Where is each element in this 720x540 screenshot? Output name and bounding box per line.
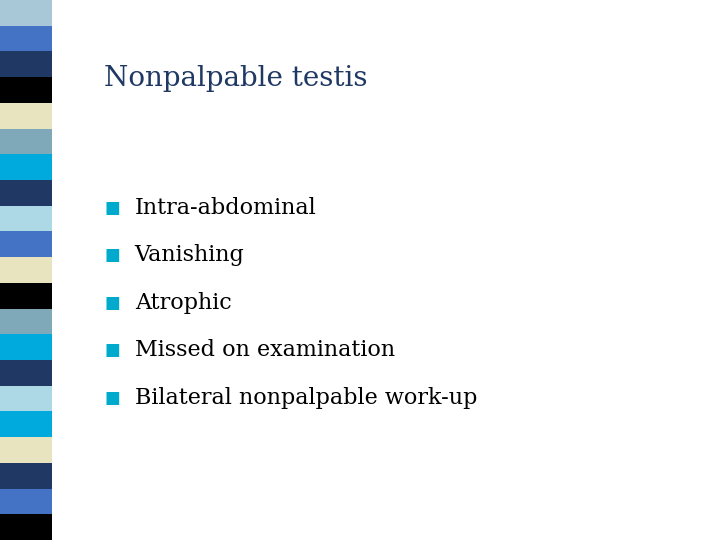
Bar <box>0 283 52 308</box>
Bar <box>0 103 52 129</box>
Bar <box>0 0 52 26</box>
Bar <box>0 257 52 283</box>
Bar <box>0 334 52 360</box>
Bar <box>0 51 52 77</box>
Text: ■: ■ <box>104 246 120 265</box>
Bar <box>0 514 52 540</box>
Text: ■: ■ <box>104 199 120 217</box>
Text: Bilateral nonpalpable work-up: Bilateral nonpalpable work-up <box>135 387 477 409</box>
Bar <box>0 463 52 489</box>
Bar <box>0 206 52 232</box>
Text: Intra-abdominal: Intra-abdominal <box>135 197 316 219</box>
Text: ■: ■ <box>104 389 120 407</box>
Bar <box>0 489 52 514</box>
Text: Vanishing: Vanishing <box>135 245 244 266</box>
Bar <box>0 129 52 154</box>
Text: Nonpalpable testis: Nonpalpable testis <box>104 65 368 92</box>
Text: ■: ■ <box>104 341 120 360</box>
Bar <box>0 411 52 437</box>
Bar <box>0 437 52 463</box>
Text: Missed on examination: Missed on examination <box>135 340 395 361</box>
Bar <box>0 232 52 257</box>
Bar <box>0 180 52 206</box>
Text: ■: ■ <box>104 294 120 312</box>
Bar <box>0 386 52 411</box>
Text: Atrophic: Atrophic <box>135 292 231 314</box>
Bar <box>0 308 52 334</box>
Bar <box>0 77 52 103</box>
Bar <box>0 360 52 386</box>
Bar <box>0 154 52 180</box>
Bar <box>0 26 52 51</box>
